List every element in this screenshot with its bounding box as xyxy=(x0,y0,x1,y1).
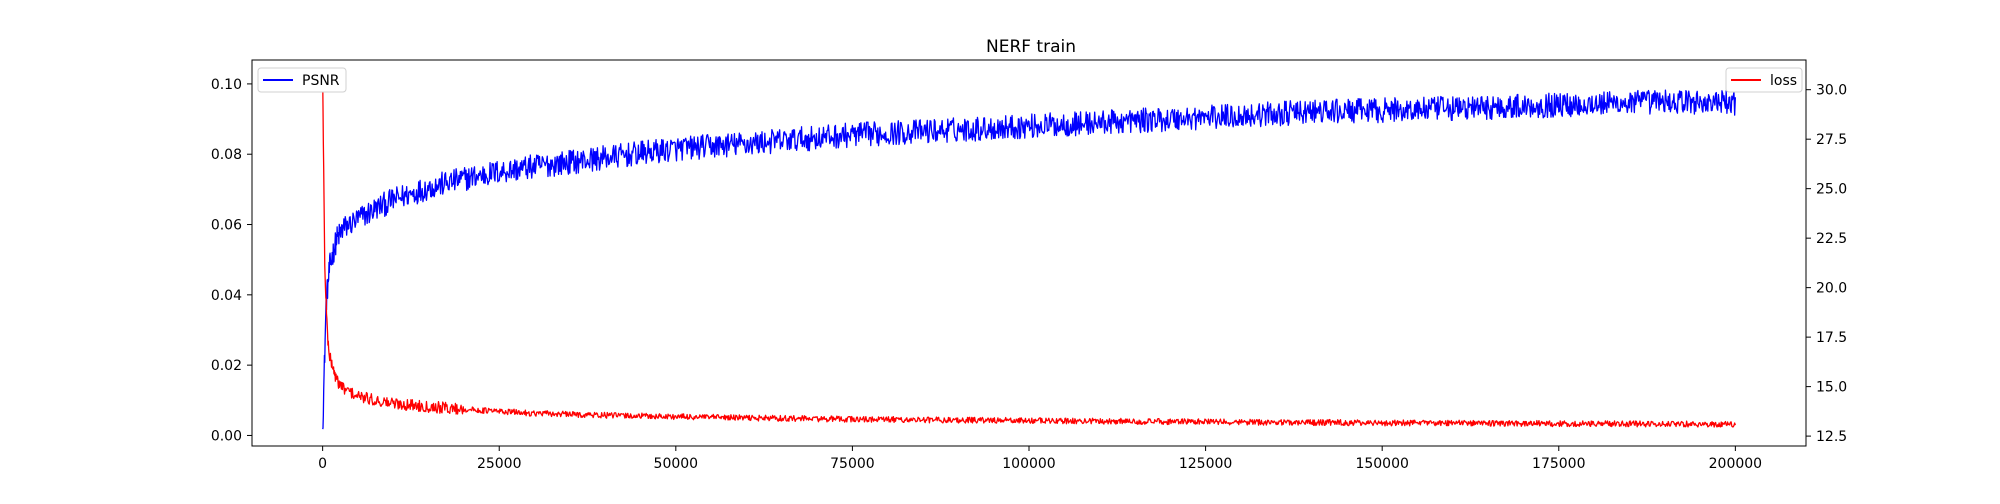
legend-psnr-box xyxy=(257,67,347,93)
y-right-axis-ticks: 12.5 15.0 17.5 20.0 22.5 25.0 27.5 30.0 xyxy=(1806,83,1847,445)
plot-area xyxy=(251,59,1807,447)
y-left-tick-label: 0.02 xyxy=(211,358,242,374)
x-tick-label: 200000 xyxy=(1709,456,1762,472)
plot-frame xyxy=(251,59,1807,447)
legend-psnr-label: PSNR xyxy=(302,73,340,89)
x-tick-label: 75000 xyxy=(830,456,875,472)
legend-loss: loss xyxy=(1725,67,1803,93)
loss-series-line xyxy=(321,73,1736,428)
y-right-tick-label: 15.0 xyxy=(1816,380,1847,396)
y-left-tick-label: 0.04 xyxy=(211,288,242,304)
y-right-tick-label: 27.5 xyxy=(1816,132,1847,148)
legend-loss-label: loss xyxy=(1770,73,1797,89)
x-tick-label: 50000 xyxy=(654,456,699,472)
psnr-series-line xyxy=(322,89,1737,430)
y-right-tick-label: 12.5 xyxy=(1816,429,1847,445)
y-left-tick-label: 0.00 xyxy=(211,428,242,444)
x-tick-label: 100000 xyxy=(1002,456,1055,472)
y-right-tick-label: 17.5 xyxy=(1816,330,1847,346)
x-tick-label: 0 xyxy=(318,456,327,472)
x-tick-label: 125000 xyxy=(1179,456,1232,472)
legend-loss-box xyxy=(1725,67,1803,93)
y-right-tick-label: 22.5 xyxy=(1816,231,1847,247)
x-tick-label: 25000 xyxy=(477,456,522,472)
chart-title: NERF train xyxy=(986,37,1076,57)
y-left-tick-label: 0.08 xyxy=(211,147,242,163)
y-left-tick-label: 0.06 xyxy=(211,218,242,234)
y-right-tick-label: 30.0 xyxy=(1816,83,1847,99)
x-tick-label: 150000 xyxy=(1355,456,1408,472)
y-left-axis-ticks: 0.00 0.02 0.04 0.06 0.08 0.10 xyxy=(211,77,252,444)
y-right-tick-label: 25.0 xyxy=(1816,182,1847,198)
y-left-tick-label: 0.10 xyxy=(211,77,242,93)
x-axis-ticks: 0 25000 50000 75000 100000 125000 150000 175000… xyxy=(318,446,1762,472)
y-right-tick-label: 20.0 xyxy=(1816,281,1847,297)
x-tick-label: 175000 xyxy=(1532,456,1585,472)
legend-psnr: PSNR xyxy=(257,67,347,93)
series-lines xyxy=(321,73,1737,430)
